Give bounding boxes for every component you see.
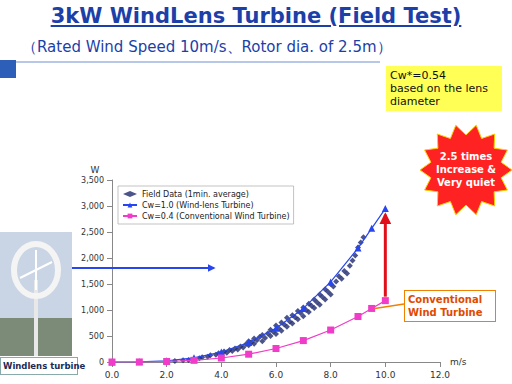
svg-text:Cw=1.0 (Wind-lens Turbine): Cw=1.0 (Wind-lens Turbine) bbox=[142, 201, 254, 210]
svg-text:500: 500 bbox=[89, 332, 104, 341]
svg-text:1,500: 1,500 bbox=[81, 280, 104, 289]
svg-text:1,000: 1,000 bbox=[81, 306, 104, 315]
svg-text:6.0: 6.0 bbox=[269, 370, 284, 380]
svg-text:2.0: 2.0 bbox=[160, 370, 175, 380]
svg-text:0.0: 0.0 bbox=[105, 370, 120, 380]
html-text:（Rated Wind Speed 10m/s、Rotor: （Rated Wind Speed 10m/s、Rotor dia. of 2.… bbox=[22, 38, 392, 56]
svg-text:2,000: 2,000 bbox=[81, 254, 104, 263]
html-text:Cw*=0.54: Cw*=0.54 bbox=[390, 69, 446, 82]
svg-text:10.0: 10.0 bbox=[375, 370, 395, 380]
svg-text:8.0: 8.0 bbox=[324, 370, 339, 380]
svg-text:m/s: m/s bbox=[450, 357, 467, 367]
html-text:2.5 times: 2.5 times bbox=[439, 151, 493, 162]
html-text:Very quiet: Very quiet bbox=[436, 177, 496, 188]
svg-text:12.0: 12.0 bbox=[430, 370, 450, 380]
html-text:based on the lens diameter: based on the lens diameter bbox=[390, 82, 488, 108]
svg-text:W: W bbox=[91, 165, 100, 175]
html-text:Conventional: Conventional bbox=[408, 294, 483, 305]
svg-text:3,000: 3,000 bbox=[81, 202, 104, 211]
html-text:Windlens turbine: Windlens turbine bbox=[3, 361, 86, 371]
html-text:3kW WindLens Turbine (Field Te: 3kW WindLens Turbine (Field Test) bbox=[50, 4, 462, 28]
svg-text:0: 0 bbox=[99, 358, 104, 367]
svg-text:3,500: 3,500 bbox=[81, 176, 104, 185]
svg-text:Field Data (1min. average): Field Data (1min. average) bbox=[142, 190, 249, 199]
svg-text:4.0: 4.0 bbox=[214, 370, 229, 380]
html-text:Wind Turbine: Wind Turbine bbox=[408, 307, 483, 318]
html-text:Increase &: Increase & bbox=[435, 164, 497, 175]
svg-text:Cw=0.4 (Conventional Wind Turb: Cw=0.4 (Conventional Wind Turbine) bbox=[142, 212, 290, 221]
svg-text:2,500: 2,500 bbox=[81, 228, 104, 237]
